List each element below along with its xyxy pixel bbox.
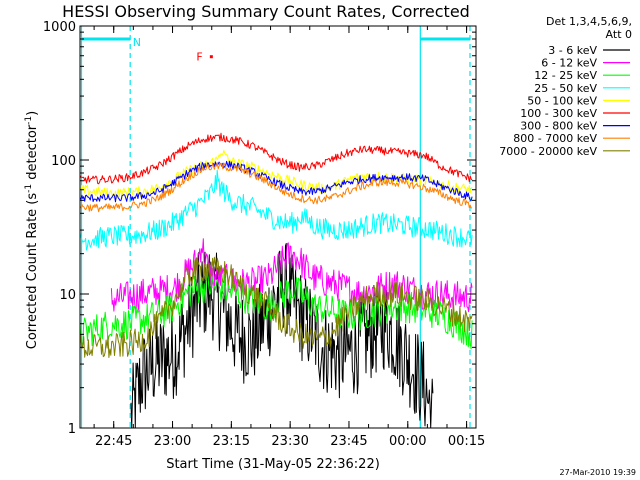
x-tick-label: 23:00 <box>154 434 191 449</box>
legend-label-5: 100 - 300 keV <box>520 107 597 120</box>
x-axis: 22:45 23:00 23:15 23:30 23:45 00:00 00:15 <box>93 26 485 449</box>
y-axis-label-sup2: -1 <box>24 116 34 125</box>
legend-label-4: 50 - 100 keV <box>527 94 597 107</box>
legend-label-1: 6 - 12 keV <box>541 57 597 70</box>
legend-label-8: 7000 - 20000 keV <box>499 145 597 158</box>
series-line-3 <box>79 169 473 251</box>
series-line-4 <box>79 149 473 199</box>
legend-header-line1: Det 1,3,4,5,6,9, <box>546 15 632 28</box>
series-line-8 <box>79 256 473 358</box>
x-tick-label: 23:45 <box>330 434 367 449</box>
plot-frame-layer <box>79 25 477 429</box>
plot-frame <box>79 25 477 429</box>
night-markers <box>80 26 471 428</box>
flag-marker <box>209 55 213 59</box>
series-layer <box>79 132 473 429</box>
x-tick-label: 23:15 <box>213 434 250 449</box>
y-tick-label: 10 <box>59 288 76 303</box>
y-axis-label: Corrected Count Rate (s-1 detector-1) <box>24 111 40 349</box>
y-tick-label: 1000 <box>43 20 76 35</box>
annotations: NF <box>133 36 213 64</box>
legend-header-line2: Att 0 <box>606 28 632 41</box>
legend-label-6: 300 - 800 keV <box>520 120 597 133</box>
legend-label-0: 3 - 6 keV <box>548 44 597 57</box>
legend-label-2: 12 - 25 keV <box>534 69 597 82</box>
y-axis: 1 10 100 1000 <box>43 20 476 437</box>
series-line-6 <box>79 160 473 203</box>
x-axis-label: Start Time (31-May-05 22:36:22) <box>166 457 380 472</box>
legend-label-7: 800 - 7000 keV <box>513 132 597 145</box>
x-tick-label: 00:00 <box>389 434 426 449</box>
series-line-7 <box>79 162 473 213</box>
x-tick-label: 00:15 <box>448 434 485 449</box>
y-axis-label-mid: detector <box>25 124 40 184</box>
y-axis-label-main: Corrected Count Rate (s <box>25 193 40 350</box>
y-axis-label-sup1: -1 <box>24 184 34 193</box>
x-tick-label: 22:45 <box>95 434 132 449</box>
y-tick-label: 100 <box>51 154 76 169</box>
legend-label-3: 25 - 50 keV <box>534 82 597 95</box>
y-axis-label-end: ) <box>25 111 40 116</box>
y-tick-label: 1 <box>68 422 76 437</box>
series-line-5 <box>79 132 473 185</box>
annotation-n: N <box>133 36 141 49</box>
annotation-f: F <box>196 51 202 64</box>
x-tick-label: 23:30 <box>271 434 308 449</box>
chart-title: HESSI Observing Summary Count Rates, Cor… <box>62 2 470 21</box>
footer-date: 27-Mar-2010 19:39 <box>560 468 637 477</box>
